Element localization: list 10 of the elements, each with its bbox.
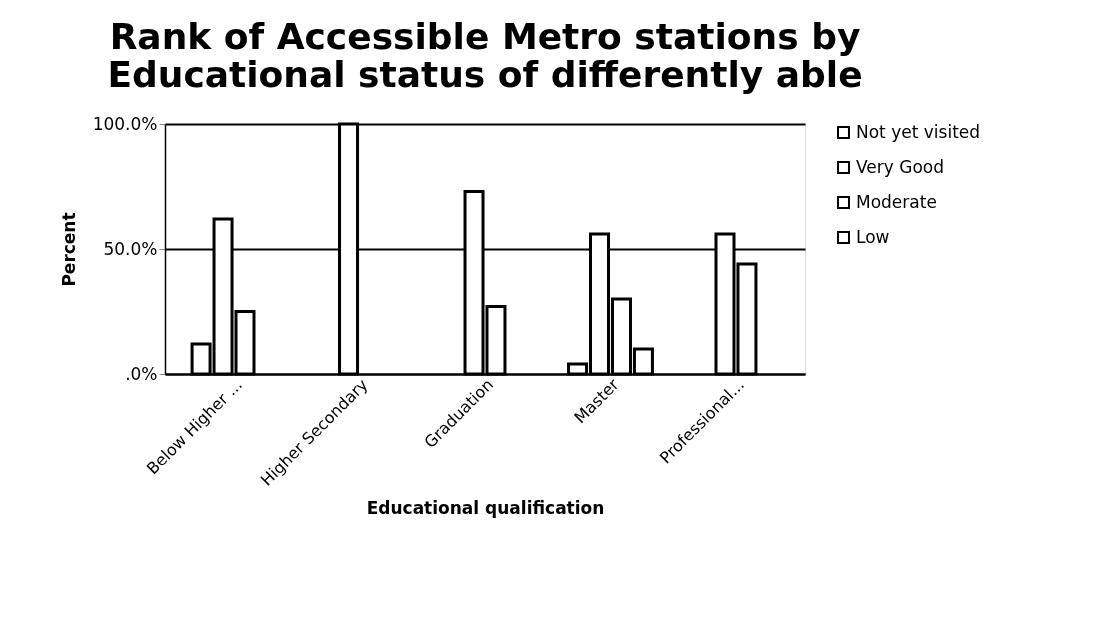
y-tick-label: 100.0% — [92, 113, 158, 134]
chart-title: Rank of Accessible Metro stations by Educational status of differently able — [107, 16, 863, 95]
legend-label: Very Good — [856, 156, 944, 177]
legend-label: Low — [856, 226, 890, 247]
y-tick-label: 50.0% — [103, 238, 158, 259]
legend-label: Not yet visited — [856, 121, 981, 142]
y-tick-label: .0% — [125, 363, 158, 384]
y-axis-title: Percent — [58, 212, 79, 287]
legend-label: Moderate — [856, 191, 937, 212]
x-axis-title: Educational qualification — [366, 497, 605, 518]
